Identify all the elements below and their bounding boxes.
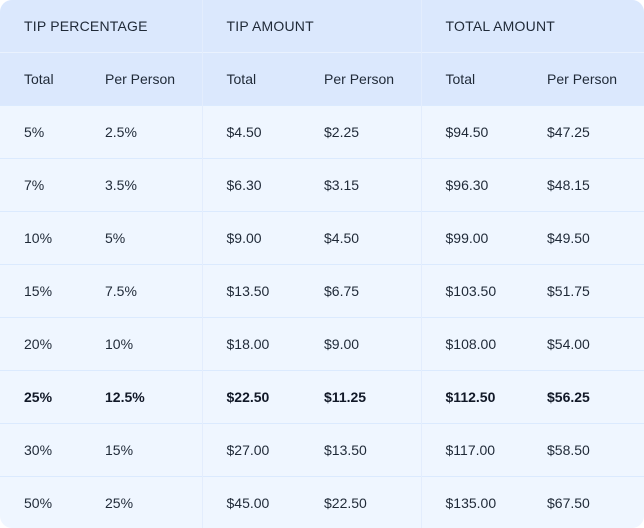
table-row: 5% 2.5% $4.50 $2.25 $94.50 $47.25 [0,105,644,158]
table-cell: $9.00 [201,211,301,264]
table-cell: $112.50 [420,370,524,423]
table-cell: $11.25 [324,388,367,405]
table-row: 50% 25% $45.00 $22.50 $135.00 $67.50 [0,476,644,528]
table-cell: $45.00 [201,476,301,528]
group-header-tip-amount: TIP AMOUNT [201,0,422,53]
table-cell: $18.00 [201,317,301,370]
subheader: Total [201,52,301,105]
table-cell: $27.00 [201,423,301,476]
table-cell: 5% [24,123,45,140]
table-row: 25% 12.5% $22.50 $11.25 $112.50 $56.25 [0,370,644,423]
table-cell: 20% [24,335,53,352]
subheader-row: Total Per Person Total Per Person Total … [0,52,644,105]
table-cell: $67.50 [547,494,590,511]
table-row: 7% 3.5% $6.30 $3.15 $96.30 $48.15 [0,158,644,211]
table-cell: $6.75 [324,282,360,299]
table-cell: 25% [24,388,53,405]
table-cell: $54.00 [547,335,590,352]
table-cell: $58.50 [547,441,590,458]
table-cell: 15% [105,441,134,458]
table-cell: 10% [105,335,134,352]
table-cell: $13.50 [324,441,367,458]
table-cell: 10% [24,229,53,246]
table-cell: $94.50 [420,105,524,158]
subheader: Per Person [324,70,395,87]
table-cell: 50% [24,494,53,511]
table-row: 15% 7.5% $13.50 $6.75 $103.50 $51.75 [0,264,644,317]
subheader: Per Person [547,70,618,87]
table-row: 10% 5% $9.00 $4.50 $99.00 $49.50 [0,211,644,264]
table-cell: $103.50 [420,264,524,317]
table-cell: $4.50 [201,105,301,158]
table-cell: 7% [24,176,45,193]
table-cell: $56.25 [547,388,590,405]
table-cell: 5% [105,229,126,246]
group-header-row: TIP PERCENTAGE TIP AMOUNT TOTAL AMOUNT [0,0,644,53]
table-cell: 3.5% [105,176,137,193]
table-cell: $117.00 [420,423,524,476]
subheader: Per Person [105,70,176,87]
table-cell: $47.25 [547,123,590,140]
table-cell: $51.75 [547,282,590,299]
table-cell: $49.50 [547,229,590,246]
table-cell: $13.50 [201,264,301,317]
table-cell: $48.15 [547,176,590,193]
subheader: Total [24,70,54,87]
table-cell: 12.5% [105,388,145,405]
table-cell: 25% [105,494,134,511]
table-cell: $99.00 [420,211,524,264]
table-cell: 2.5% [105,123,137,140]
table-cell: $22.50 [201,370,301,423]
table-cell: $4.50 [324,229,360,246]
table-cell: $6.30 [201,158,301,211]
table-cell: 7.5% [105,282,137,299]
group-header-tip-percentage: TIP PERCENTAGE [24,18,148,34]
table-cell: $3.15 [324,176,360,193]
table-cell: $135.00 [420,476,524,528]
table-cell: $108.00 [420,317,524,370]
table-cell: $22.50 [324,494,367,511]
table-cell: $96.30 [420,158,524,211]
table-row: 30% 15% $27.00 $13.50 $117.00 $58.50 [0,423,644,476]
table-cell: $2.25 [324,123,360,140]
table-cell: 15% [24,282,53,299]
table-row: 20% 10% $18.00 $9.00 $108.00 $54.00 [0,317,644,370]
table-cell: 30% [24,441,53,458]
group-header-total-amount: TOTAL AMOUNT [420,0,644,53]
table-cell: $9.00 [324,335,360,352]
subheader: Total [420,52,524,105]
